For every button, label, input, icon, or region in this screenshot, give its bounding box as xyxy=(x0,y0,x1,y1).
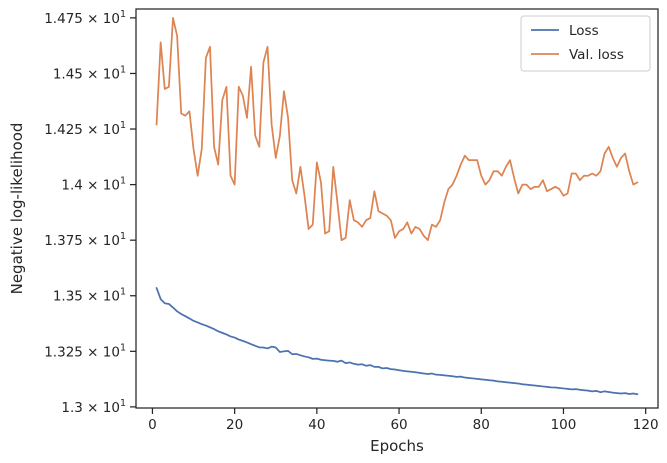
y-tick-label: 1.4 × 101 xyxy=(61,176,126,194)
series-line-loss xyxy=(155,287,639,396)
y-tick-label: 1.475 × 101 xyxy=(44,9,126,27)
legend-label: Loss xyxy=(569,23,599,39)
x-tick-label: 60 xyxy=(390,417,407,433)
series-line-val-loss xyxy=(155,17,639,242)
axes-frame xyxy=(135,8,659,409)
x-axis-label: Epochs xyxy=(370,437,424,455)
y-tick-label: 1.3 × 101 xyxy=(61,398,126,416)
y-tick-label: 1.425 × 101 xyxy=(44,120,126,138)
x-tick-label: 120 xyxy=(633,417,659,433)
legend: Loss Val. loss xyxy=(520,15,651,72)
x-tick-label: 0 xyxy=(148,417,157,433)
y-axis-label: Negative log-likelihood xyxy=(8,123,26,295)
series-layer xyxy=(155,17,639,396)
x-tick-label: 40 xyxy=(308,417,325,433)
x-tick-label: 80 xyxy=(473,417,490,433)
y-axis: 1.3 × 101 1.325 × 101 1.35 × 101 1.375 × 10… xyxy=(44,9,136,416)
x-axis: 0 20 40 60 80 100 120 xyxy=(148,408,659,433)
y-tick-label: 1.325 × 101 xyxy=(44,342,126,360)
y-tick-label: 1.375 × 101 xyxy=(44,231,126,249)
x-tick-label: 100 xyxy=(551,417,577,433)
legend-label: Val. loss xyxy=(569,47,624,63)
y-tick-label: 1.35 × 101 xyxy=(53,287,126,305)
y-tick-label: 1.45 × 101 xyxy=(53,64,126,82)
x-tick-label: 20 xyxy=(226,417,243,433)
